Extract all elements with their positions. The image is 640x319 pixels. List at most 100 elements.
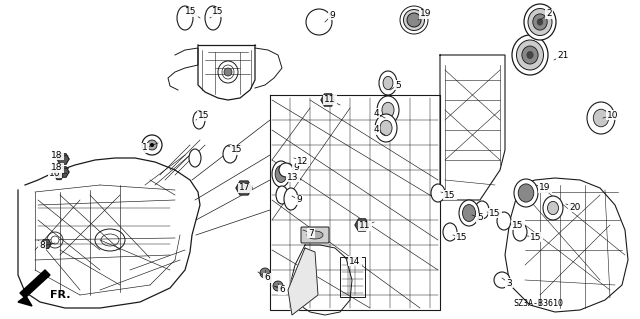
Ellipse shape — [383, 76, 393, 90]
Text: 19: 19 — [540, 183, 551, 192]
Text: 15: 15 — [489, 209, 500, 218]
Ellipse shape — [513, 223, 527, 241]
Ellipse shape — [587, 102, 615, 134]
Text: 9: 9 — [293, 164, 299, 173]
Text: SZ3A-B3610: SZ3A-B3610 — [513, 299, 563, 308]
Circle shape — [51, 236, 59, 244]
Ellipse shape — [522, 46, 538, 64]
Polygon shape — [18, 296, 32, 306]
Polygon shape — [57, 167, 69, 177]
Text: 5: 5 — [477, 213, 483, 222]
Ellipse shape — [524, 4, 556, 40]
Circle shape — [403, 10, 424, 31]
Circle shape — [400, 6, 428, 34]
Ellipse shape — [177, 6, 193, 30]
Ellipse shape — [518, 184, 534, 202]
Ellipse shape — [593, 109, 609, 127]
Ellipse shape — [431, 184, 445, 202]
Ellipse shape — [382, 102, 394, 118]
Text: 18: 18 — [51, 151, 63, 160]
Text: 15: 15 — [444, 190, 456, 199]
Circle shape — [260, 268, 270, 278]
Ellipse shape — [494, 272, 510, 288]
Ellipse shape — [528, 9, 552, 35]
Text: 11: 11 — [359, 221, 371, 231]
Text: 21: 21 — [557, 50, 569, 60]
Ellipse shape — [463, 204, 476, 221]
Ellipse shape — [459, 200, 479, 226]
Circle shape — [224, 68, 232, 76]
Text: 15: 15 — [456, 233, 468, 241]
Ellipse shape — [375, 114, 397, 142]
Ellipse shape — [543, 196, 563, 220]
Text: 2: 2 — [546, 10, 552, 19]
Polygon shape — [55, 173, 63, 180]
Text: 14: 14 — [349, 256, 361, 265]
Ellipse shape — [307, 231, 323, 239]
Polygon shape — [57, 154, 69, 164]
Text: 15: 15 — [531, 233, 541, 241]
Text: 6: 6 — [264, 273, 270, 283]
Polygon shape — [20, 270, 50, 298]
Ellipse shape — [284, 188, 298, 210]
Bar — [340, 257, 365, 297]
Text: 15: 15 — [185, 8, 196, 17]
Ellipse shape — [279, 163, 293, 177]
Ellipse shape — [379, 71, 397, 95]
Ellipse shape — [275, 166, 287, 182]
Text: 6: 6 — [279, 286, 285, 294]
Ellipse shape — [223, 145, 237, 163]
Text: 1: 1 — [142, 144, 148, 152]
Text: 7: 7 — [308, 228, 314, 238]
Ellipse shape — [380, 120, 392, 136]
Text: 17: 17 — [239, 183, 251, 192]
Ellipse shape — [443, 223, 457, 241]
Polygon shape — [288, 248, 318, 315]
Ellipse shape — [205, 6, 221, 30]
Text: 8: 8 — [39, 241, 45, 250]
Ellipse shape — [532, 14, 547, 30]
Text: 5: 5 — [395, 80, 401, 90]
Ellipse shape — [514, 179, 538, 207]
Text: 15: 15 — [231, 145, 243, 154]
Ellipse shape — [512, 35, 548, 75]
Text: FR.: FR. — [50, 290, 70, 300]
Ellipse shape — [306, 9, 332, 35]
Text: 15: 15 — [212, 8, 224, 17]
Ellipse shape — [272, 161, 290, 187]
Text: 4: 4 — [373, 125, 379, 135]
Ellipse shape — [475, 201, 489, 219]
Text: 9: 9 — [296, 196, 302, 204]
Ellipse shape — [516, 40, 543, 70]
Text: 11: 11 — [324, 95, 336, 105]
Polygon shape — [355, 219, 369, 231]
Polygon shape — [236, 181, 252, 195]
Circle shape — [150, 143, 154, 147]
Text: 3: 3 — [506, 278, 512, 287]
Text: 15: 15 — [512, 220, 524, 229]
Text: 12: 12 — [298, 157, 308, 166]
Polygon shape — [41, 240, 51, 248]
Circle shape — [142, 135, 162, 155]
Text: 9: 9 — [329, 11, 335, 19]
Ellipse shape — [377, 96, 399, 124]
Text: 19: 19 — [420, 10, 432, 19]
Text: 10: 10 — [607, 110, 619, 120]
Circle shape — [407, 13, 421, 27]
Text: 13: 13 — [287, 173, 299, 182]
Ellipse shape — [537, 19, 543, 26]
FancyBboxPatch shape — [301, 227, 329, 243]
Ellipse shape — [276, 186, 288, 204]
Text: 18: 18 — [51, 164, 63, 173]
Circle shape — [147, 140, 157, 150]
Text: 15: 15 — [198, 112, 210, 121]
Ellipse shape — [193, 111, 205, 129]
Text: 4: 4 — [373, 108, 379, 117]
Ellipse shape — [497, 212, 511, 230]
Ellipse shape — [526, 51, 534, 59]
Text: 16: 16 — [49, 168, 61, 177]
Text: 20: 20 — [570, 203, 580, 211]
Polygon shape — [321, 94, 335, 106]
Ellipse shape — [189, 149, 201, 167]
Circle shape — [273, 281, 283, 291]
